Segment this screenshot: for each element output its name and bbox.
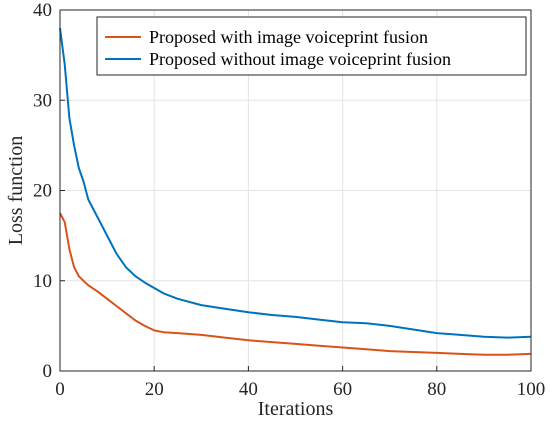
series-line-2 (59, 27, 532, 339)
x-tick-label: 20 (145, 379, 164, 400)
y-axis-label: Loss function (5, 136, 27, 245)
legend: Proposed with image voiceprint fusionPro… (96, 16, 527, 76)
y-tick-label: 30 (33, 90, 52, 111)
series-group (59, 27, 532, 356)
series-line-1 (59, 212, 532, 356)
x-tick-label: 60 (333, 379, 352, 400)
y-tick-label: 40 (33, 0, 52, 21)
y-tick-label: 10 (33, 271, 52, 292)
y-tick-label: 0 (43, 361, 53, 382)
y-tick-label: 20 (33, 181, 52, 202)
x-tick-label: 100 (517, 379, 546, 400)
legend-label-1: Proposed with image voiceprint fusion (149, 27, 428, 47)
x-axis-label: Iterations (258, 398, 334, 420)
x-tick-label: 80 (427, 379, 446, 400)
legend-label-2: Proposed without image voiceprint fusion (149, 49, 451, 69)
ticks: 0 20 40 60 80 100 0 10 20 30 40 (33, 0, 545, 400)
x-tick-label: 0 (55, 379, 65, 400)
legend-box (96, 16, 527, 76)
x-tick-label: 40 (239, 379, 258, 400)
